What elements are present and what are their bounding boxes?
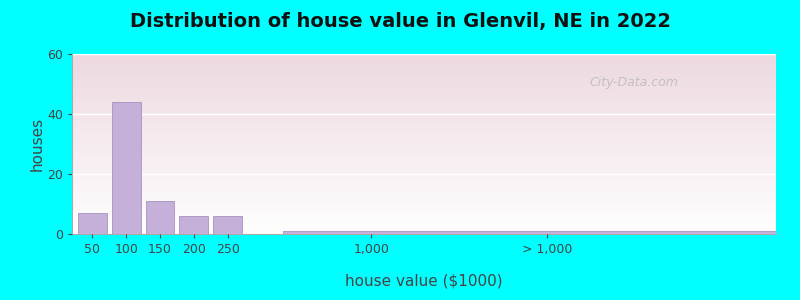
Bar: [146, 201, 174, 234]
Bar: [214, 216, 242, 234]
Text: house value ($1000): house value ($1000): [345, 273, 503, 288]
Bar: [283, 231, 800, 234]
Text: City-Data.com: City-Data.com: [589, 76, 678, 88]
Text: Distribution of house value in Glenvil, NE in 2022: Distribution of house value in Glenvil, …: [130, 12, 670, 31]
Bar: [78, 213, 106, 234]
Y-axis label: houses: houses: [30, 117, 44, 171]
Bar: [112, 102, 141, 234]
Bar: [179, 216, 208, 234]
